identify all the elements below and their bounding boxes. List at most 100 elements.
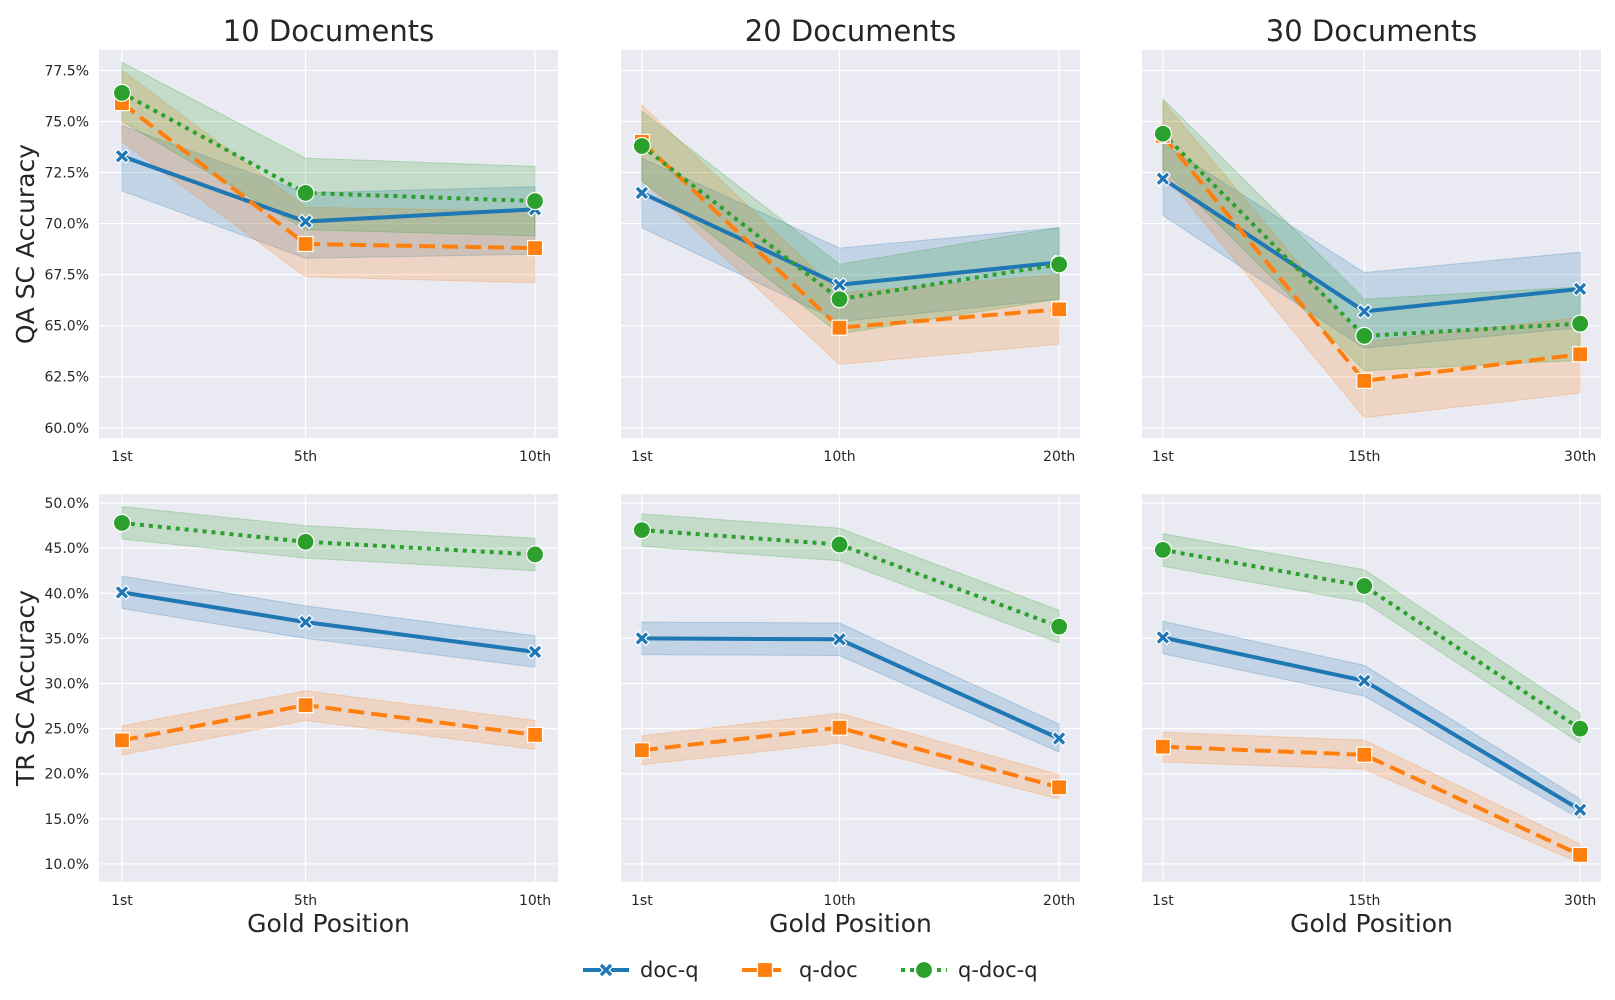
panel-r1-c0-point-q-doc-1 — [297, 697, 314, 714]
xlabel-col-2: Gold Position — [1290, 909, 1453, 938]
panel-r1-c0-ytick-label-2: 20.0% — [45, 767, 89, 783]
panel-r1-c0-xtick-label-1: 5th — [294, 893, 317, 909]
panel-r1-c2-point-q-doc-q-1 — [1355, 576, 1374, 596]
panel-r0-c1-band-doc-q — [641, 157, 1060, 323]
panel-r0-c2-point-doc-q-1 — [1356, 303, 1373, 320]
panel-r1-c2-point-q-doc-2 — [1572, 846, 1589, 864]
panel-r1-c1-point-doc-q-2 — [1051, 730, 1067, 747]
panel-r0-c2-point-doc-q-2 — [1572, 281, 1588, 297]
panel-r1-c2-point-q-doc-q-0 — [1153, 540, 1172, 560]
panel-r1-c1-xtick-label-1: 10th — [823, 893, 855, 909]
panel-r0-c0-ytick-label-6: 75.0% — [45, 114, 89, 130]
panel-r1-c0-band-q-doc — [121, 690, 536, 756]
panels: 1st 5th 10th 60.0% 62.5% 65.0% 67.5% 70.0% 72.5%… — [11, 14, 1601, 938]
panel-r0-c2-xtick-label-2: 30th — [1564, 449, 1596, 465]
panel-r1-c0-band-q-doc-q — [121, 506, 536, 572]
panel-r0-c0: 1st 5th 10th 60.0% 62.5% 65.0% 67.5% 70.0% 72.5%… — [11, 14, 558, 465]
title-col-1: 20 Documents — [745, 14, 956, 48]
panel-r1-c2-point-q-doc-0 — [1154, 738, 1171, 755]
panel-r0-c2-line-q-doc — [1161, 134, 1581, 383]
panel-r1-c2-xtick-label-1: 15th — [1348, 893, 1380, 909]
xlabel-col-1: Gold Position — [769, 909, 932, 938]
panel-r0-c0-xtick-label-0: 1st — [111, 449, 133, 465]
panel-r1-c0-ytick-label-3: 25.0% — [45, 722, 89, 738]
panel-r1-c1-point-q-doc-q-2 — [1050, 617, 1069, 636]
title-col-2: 30 Documents — [1266, 14, 1477, 48]
panel-r1-c1-point-q-doc-1 — [831, 719, 848, 736]
panel-r0-c0-ytick-label-3: 67.5% — [45, 268, 89, 284]
panel-r0-c1-point-q-doc-q-2 — [1050, 255, 1069, 274]
panel-r0-c0-point-doc-q-1 — [297, 213, 314, 230]
panel-r1-c0-ytick-label-7: 45.0% — [45, 541, 89, 557]
panel-r1-c0-point-q-doc-q-1 — [296, 532, 315, 551]
panel-r0-c1-point-q-doc-q-1 — [830, 290, 849, 309]
panel-r0-c2: 1st 15th 30th 30 Documents — [1142, 14, 1601, 465]
panel-r1-c0-point-doc-q-0 — [114, 584, 130, 601]
panel-r0-c2-xtick-label-0: 1st — [1152, 449, 1174, 465]
panel-r1-c1-point-q-doc-q-1 — [830, 535, 849, 554]
panel-r1-c1-band-q-doc — [641, 712, 1060, 800]
panel-r1-c2-xtick-label-0: 1st — [1152, 893, 1174, 909]
ylabel-row-0: QA SC Accuracy — [11, 144, 40, 344]
legend-label-q-doc-q: q-doc-q — [958, 958, 1038, 982]
legend-entry-q-doc-q: q-doc-q — [901, 958, 1038, 982]
panel-r1-c0-background — [99, 494, 558, 882]
panel-r1-c2-point-q-doc-1 — [1356, 746, 1373, 763]
panel-r0-c0-point-q-doc-q-0 — [112, 83, 132, 102]
panel-r0-c2-xtick-label-1: 15th — [1348, 449, 1380, 465]
panel-r0-c1-xtick-label-0: 1st — [631, 449, 653, 465]
panel-r0-c0-ytick-label-1: 62.5% — [45, 370, 89, 386]
panel-r1-c2: 1st 15th 30th Gold Position — [1142, 494, 1601, 938]
panel-r0-c1: 1st 10th 20th 20 Documents — [621, 14, 1080, 465]
panel-r0-c2-point-doc-q-0 — [1155, 170, 1171, 187]
panel-r1-c0-ytick-label-0: 10.0% — [45, 857, 89, 873]
panel-r0-c1-point-doc-q-0 — [634, 185, 650, 201]
panel-r0-c0-xtick-label-1: 5th — [294, 449, 317, 465]
panel-r1-c1-background — [621, 494, 1080, 882]
legend-marker-doc-q — [598, 962, 614, 978]
panel-r0-c0-point-q-doc-1 — [297, 235, 314, 253]
panel-r0-c1-band-q-doc-q — [641, 110, 1060, 335]
panel-r0-c0-band-q-doc-q — [121, 61, 536, 237]
panel-r1-c2-point-doc-q-1 — [1356, 672, 1373, 689]
legend-entry-doc-q: doc-q — [583, 958, 699, 982]
legend-marker-q-doc — [756, 961, 774, 979]
panel-r0-c1-line-q-doc — [640, 140, 1060, 330]
panel-r1-c0-point-doc-q-2 — [527, 644, 543, 660]
panel-r0-c0-point-q-doc-q-2 — [525, 192, 545, 211]
ylabel-row-1: TR SC Accuracy — [11, 590, 40, 787]
panel-r0-c2-point-q-doc-2 — [1572, 346, 1589, 363]
legend: doc-q q-doc q-doc-q — [583, 958, 1038, 982]
panel-r0-c1-background — [621, 50, 1080, 438]
legend-label-doc-q: doc-q — [640, 958, 699, 982]
panel-r1-c2-line-q-doc — [1162, 744, 1581, 857]
panel-r0-c0-point-q-doc-2 — [526, 239, 544, 257]
panel-r1-c1-xtick-label-2: 20th — [1043, 893, 1075, 909]
panel-r1-c2-point-doc-q-0 — [1155, 629, 1171, 646]
panel-r1-c1-band-doc-q — [641, 621, 1060, 753]
panel-r1-c0-band-doc-q — [121, 575, 536, 668]
panel-r0-c1-point-q-doc-1 — [831, 319, 848, 336]
panel-r0-c1-point-q-doc-2 — [1051, 301, 1068, 318]
panel-r1-c1-xtick-label-0: 1st — [631, 893, 653, 909]
panel-r1-c1-point-doc-q-0 — [634, 630, 650, 647]
panel-r1-c0-ytick-label-6: 40.0% — [45, 586, 89, 602]
panel-r0-c1-xtick-label-2: 20th — [1043, 449, 1075, 465]
panel-r0-c2-point-q-doc-1 — [1356, 372, 1373, 389]
panel-r0-c0-band-q-doc — [121, 69, 536, 284]
panel-r1-c0-point-q-doc-2 — [526, 726, 544, 744]
panel-r1-c1-point-q-doc-q-0 — [632, 520, 651, 540]
panel-r0-c1-point-q-doc-q-0 — [632, 136, 651, 156]
panel-r1-c1-point-q-doc-2 — [1051, 779, 1068, 796]
panel-r0-c0-ytick-label-7: 77.5% — [45, 63, 89, 79]
panel-r1-c2-point-q-doc-q-2 — [1571, 719, 1590, 738]
panel-r0-c2-point-q-doc-q-0 — [1153, 124, 1172, 143]
panel-r1-c2-band-q-doc-q — [1162, 533, 1581, 744]
panel-r1-c2-band-doc-q — [1162, 620, 1581, 820]
panel-r1-c0-xtick-label-2: 10th — [519, 893, 551, 909]
panel-r1-c2-xtick-label-2: 30th — [1564, 893, 1596, 909]
panel-r0-c0-ytick-label-5: 72.5% — [45, 166, 89, 182]
panel-r1-c1-band-q-doc-q — [641, 513, 1060, 644]
panel-r0-c0-ytick-label-0: 60.0% — [45, 421, 89, 437]
